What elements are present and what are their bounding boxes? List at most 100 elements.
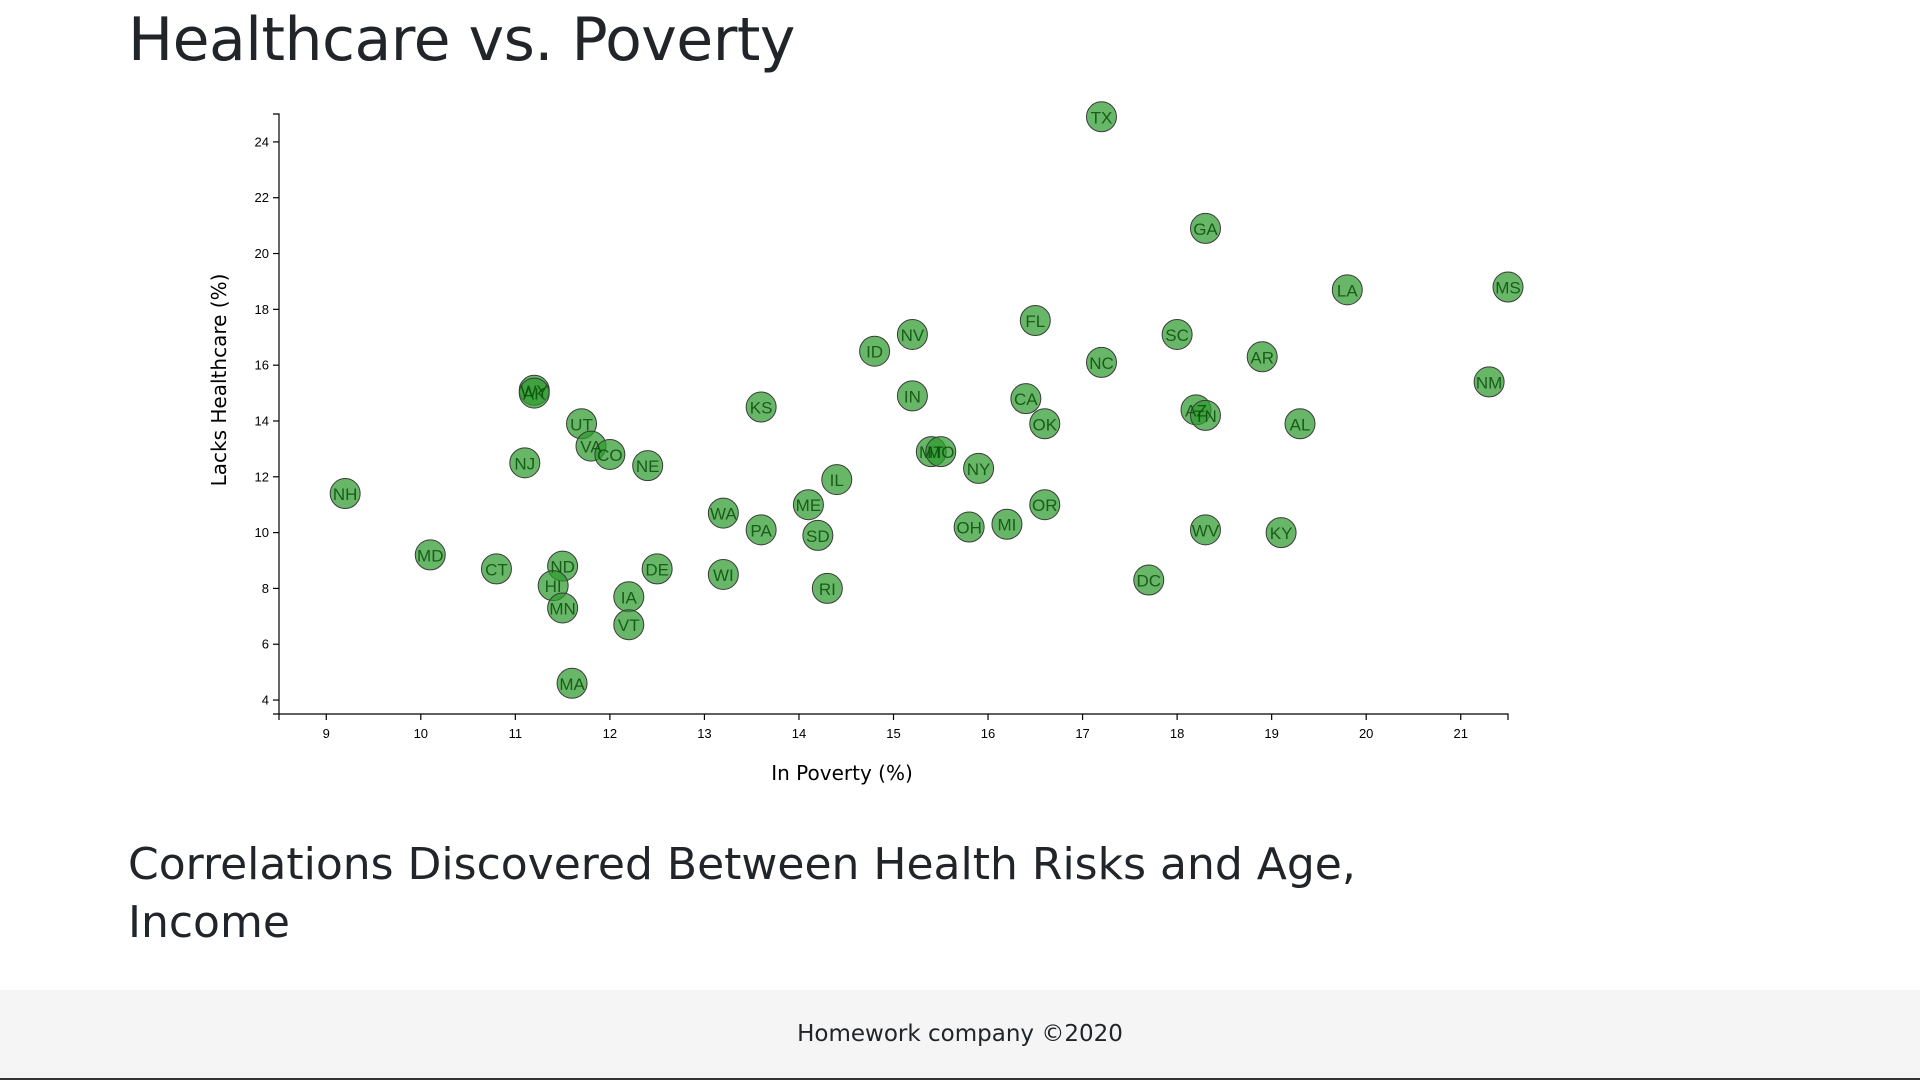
footer-copyright: Homework company ©2020 (797, 1021, 1123, 1047)
data-point-mn[interactable] (547, 592, 579, 624)
data-label-ri: RI (819, 580, 836, 599)
data-label-tn: TN (1194, 407, 1217, 426)
y-tick-label: 14 (255, 413, 269, 428)
data-point-mi[interactable] (991, 508, 1023, 540)
y-tick-label: 4 (262, 693, 269, 708)
data-point-id[interactable] (859, 335, 891, 367)
data-point-tn[interactable] (1189, 399, 1221, 431)
data-label-ny: NY (967, 460, 991, 479)
data-point-ky[interactable] (1265, 517, 1297, 549)
y-axis: 4 6 8 10 12 14 16 18 20 22 24 (255, 113, 280, 715)
data-label-fl: FL (1025, 312, 1045, 331)
data-point-nc[interactable] (1085, 346, 1117, 378)
data-point-nj[interactable] (509, 447, 541, 479)
data-label-ma: MA (559, 675, 585, 694)
data-point-or[interactable] (1029, 489, 1061, 521)
data-point-me[interactable] (792, 489, 824, 521)
data-point-pa[interactable] (745, 514, 777, 546)
data-point-md[interactable] (414, 539, 446, 571)
x-tick-label: 20 (1359, 726, 1373, 741)
data-point-nm[interactable] (1473, 366, 1505, 398)
data-label-la: LA (1337, 281, 1358, 300)
data-label-ky: KY (1270, 524, 1293, 543)
data-point-nv[interactable] (896, 318, 928, 350)
data-point-ok[interactable] (1029, 408, 1061, 440)
x-tick-label: 16 (981, 726, 995, 741)
data-point-tx[interactable] (1085, 101, 1117, 133)
data-label-mn: MN (549, 599, 575, 618)
y-axis-line (273, 113, 280, 715)
data-point-ar[interactable] (1246, 341, 1278, 373)
data-point-ga[interactable] (1189, 212, 1221, 244)
y-tick-label: 6 (262, 637, 269, 652)
data-point-ms[interactable] (1492, 271, 1524, 303)
data-label-nv: NV (901, 326, 925, 345)
data-label-hi: HI (545, 577, 562, 596)
data-label-ok: OK (1032, 415, 1057, 434)
data-label-mi: MI (998, 516, 1017, 535)
data-point-ma[interactable] (556, 667, 588, 699)
y-tick-label: 10 (255, 525, 269, 540)
data-label-nj: NJ (514, 454, 535, 473)
data-label-id: ID (866, 343, 883, 362)
x-axis-title[interactable]: In Poverty (%) (771, 761, 913, 785)
data-point-ct[interactable] (480, 553, 512, 585)
data-point-oh[interactable] (953, 511, 985, 543)
x-tick-label: 21 (1453, 726, 1467, 741)
data-point-wi[interactable] (707, 558, 739, 590)
data-point-in[interactable] (896, 380, 928, 412)
y-axis-title[interactable]: Lacks Healthcare (%) (207, 274, 231, 487)
data-label-wv: WV (1192, 521, 1220, 540)
data-label-al: AL (1290, 415, 1311, 434)
x-tick-label: 19 (1264, 726, 1278, 741)
data-label-or: OR (1032, 496, 1058, 515)
data-label-ct: CT (485, 560, 508, 579)
data-label-de: DE (645, 560, 669, 579)
x-tick-label: 15 (886, 726, 900, 741)
section-heading: Correlations Discovered Between Health R… (128, 839, 1356, 948)
data-point-vt[interactable] (613, 609, 645, 641)
data-point-mo[interactable] (925, 436, 957, 468)
y-tick-label: 24 (255, 134, 269, 149)
data-point-dc[interactable] (1133, 564, 1165, 596)
data-point-ny[interactable] (963, 452, 995, 484)
x-tick-label: 9 (323, 726, 330, 741)
data-label-nh: NH (333, 485, 358, 504)
data-point-al[interactable] (1284, 408, 1316, 440)
data-point-ri[interactable] (811, 572, 843, 604)
y-tick-label: 20 (255, 246, 269, 261)
data-point-ca[interactable] (1010, 383, 1042, 415)
data-label-wy: WY (521, 382, 548, 401)
data-label-ca: CA (1014, 390, 1038, 409)
data-point-ks[interactable] (745, 391, 777, 423)
data-label-mt: MT (919, 443, 944, 462)
data-label-me: ME (796, 496, 822, 515)
data-point-de[interactable] (641, 553, 673, 585)
data-point-il[interactable] (821, 464, 853, 496)
data-point-ak[interactable] (518, 377, 550, 409)
data-label-ia: IA (621, 588, 638, 607)
data-point-la[interactable] (1331, 274, 1363, 306)
data-point-ne[interactable] (632, 450, 664, 482)
y-tick-label: 12 (255, 469, 269, 484)
data-point-wa[interactable] (707, 497, 739, 529)
data-label-co: CO (597, 446, 623, 465)
x-axis: 9 10 11 12 13 14 15 16 17 18 19 20 21 (278, 713, 1509, 741)
data-point-sd[interactable] (802, 519, 834, 551)
x-tick-label: 11 (509, 726, 523, 741)
data-label-dc: DC (1136, 572, 1161, 591)
footer: Homework company ©2020 (0, 990, 1920, 1080)
data-point-wv[interactable] (1189, 514, 1221, 546)
data-label-oh: OH (956, 519, 982, 538)
y-tick-label: 8 (262, 581, 269, 596)
data-point-co[interactable] (594, 438, 626, 470)
x-tick-label: 17 (1075, 726, 1089, 741)
data-point-sc[interactable] (1161, 318, 1193, 350)
data-point-fl[interactable] (1019, 305, 1051, 337)
data-point-nh[interactable] (329, 478, 361, 510)
x-tick-label: 14 (792, 726, 806, 741)
x-tick-label: 12 (603, 726, 617, 741)
data-label-ne: NE (636, 457, 660, 476)
